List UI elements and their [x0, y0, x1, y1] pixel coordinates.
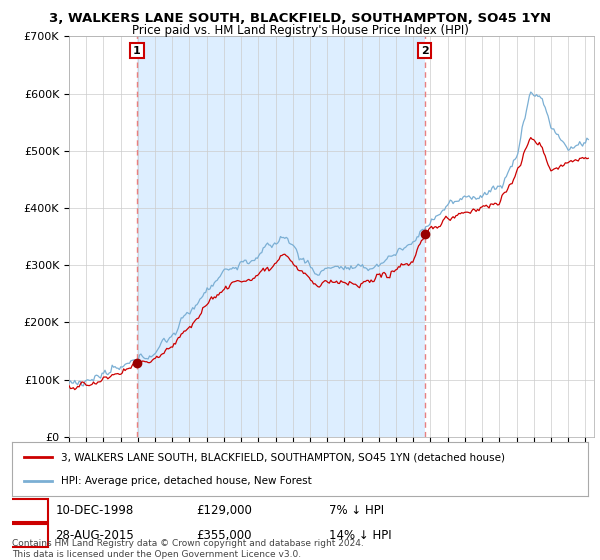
- Text: 3, WALKERS LANE SOUTH, BLACKFIELD, SOUTHAMPTON, SO45 1YN (detached house): 3, WALKERS LANE SOUTH, BLACKFIELD, SOUTH…: [61, 452, 505, 463]
- Text: £355,000: £355,000: [196, 529, 252, 542]
- Text: Price paid vs. HM Land Registry's House Price Index (HPI): Price paid vs. HM Land Registry's House …: [131, 24, 469, 36]
- Text: £129,000: £129,000: [196, 503, 252, 516]
- Text: 3, WALKERS LANE SOUTH, BLACKFIELD, SOUTHAMPTON, SO45 1YN: 3, WALKERS LANE SOUTH, BLACKFIELD, SOUTH…: [49, 12, 551, 25]
- Text: 2: 2: [421, 46, 428, 55]
- Text: 1: 1: [133, 46, 141, 55]
- Text: HPI: Average price, detached house, New Forest: HPI: Average price, detached house, New …: [61, 475, 312, 486]
- Text: Contains HM Land Registry data © Crown copyright and database right 2024.
This d: Contains HM Land Registry data © Crown c…: [12, 539, 364, 559]
- FancyBboxPatch shape: [6, 524, 48, 547]
- Text: 10-DEC-1998: 10-DEC-1998: [55, 503, 133, 516]
- Text: 28-AUG-2015: 28-AUG-2015: [55, 529, 134, 542]
- Text: 7% ↓ HPI: 7% ↓ HPI: [329, 503, 384, 516]
- Text: 14% ↓ HPI: 14% ↓ HPI: [329, 529, 391, 542]
- Text: 1: 1: [23, 503, 31, 516]
- Text: 2: 2: [23, 529, 31, 542]
- Bar: [137, 36, 425, 437]
- FancyBboxPatch shape: [6, 498, 48, 521]
